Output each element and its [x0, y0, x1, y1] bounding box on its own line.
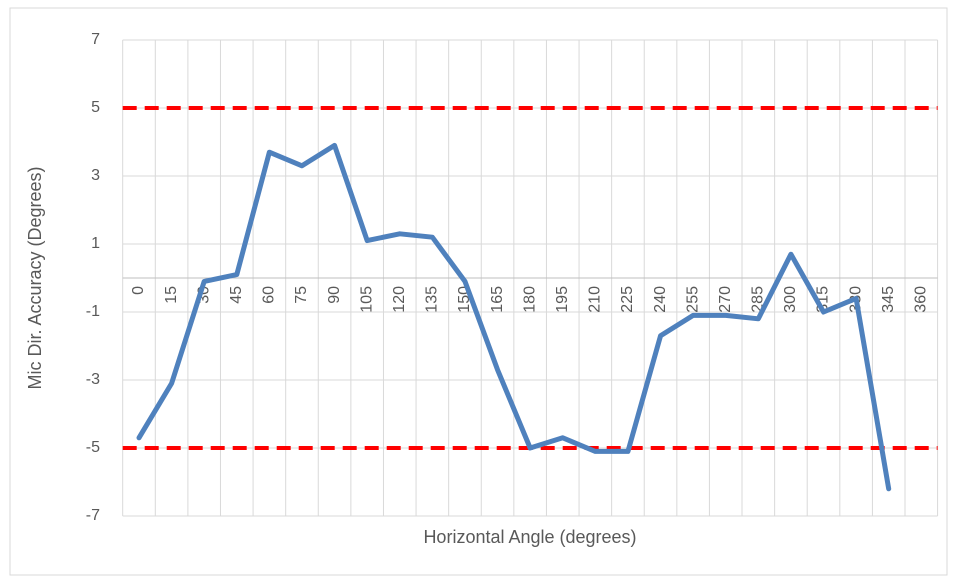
x-tick-label: 45 [228, 286, 245, 304]
chart-border [9, 7, 948, 576]
y-tick-label: -1 [86, 303, 100, 320]
x-tick-label: 75 [293, 286, 310, 304]
x-tick-label: 345 [880, 286, 897, 313]
y-tick-label: 5 [91, 99, 100, 116]
x-tick-label: 165 [489, 286, 506, 313]
y-tick-label: 7 [91, 31, 100, 48]
x-tick-label: 210 [587, 286, 604, 313]
x-tick-label: 15 [163, 286, 180, 304]
x-tick-label: 360 [913, 286, 930, 313]
y-tick-label: -5 [86, 439, 100, 456]
x-tick-label: 90 [326, 286, 343, 304]
x-tick-label: 105 [358, 286, 375, 313]
x-tick-label: 0 [130, 286, 147, 295]
x-tick-label: 195 [554, 286, 571, 313]
y-tick-label: 1 [91, 235, 100, 252]
x-tick-label: 240 [652, 286, 669, 313]
x-tick-label: 120 [391, 286, 408, 313]
x-tick-label: 255 [684, 286, 701, 313]
x-tick-label: 270 [717, 286, 734, 313]
x-tick-label: 135 [424, 286, 441, 313]
y-tick-label: -7 [86, 507, 100, 524]
data-line [136, 142, 892, 492]
x-tick-label: 60 [261, 286, 278, 304]
x-axis-title: Horizontal Angle (degrees) [423, 527, 636, 547]
x-tick-label: 225 [619, 286, 636, 313]
x-tick-label: 180 [521, 286, 538, 313]
y-axis-title: Mic Dir. Accuracy (Degrees) [25, 166, 45, 389]
y-tick-label: 3 [91, 167, 100, 184]
y-tick-label: -3 [86, 371, 100, 388]
x-tick-label: 300 [782, 286, 799, 313]
